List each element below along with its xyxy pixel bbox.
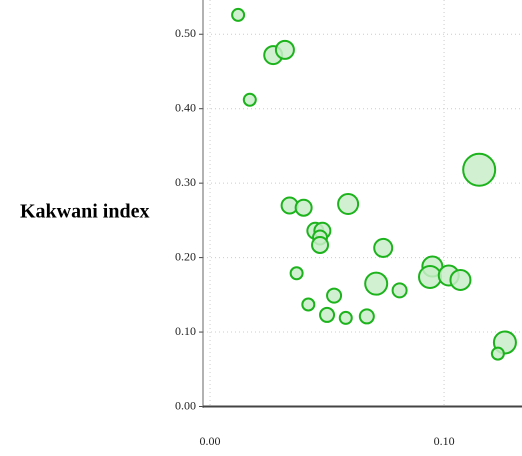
bubble — [462, 152, 497, 187]
bubble — [311, 235, 330, 254]
x-tick-label: 0.10 — [434, 434, 455, 448]
x-tick-label: 0.00 — [200, 434, 221, 448]
y-axis-label: Kakwani index — [20, 201, 149, 223]
bubble — [319, 306, 336, 323]
y-tick-label: 0.00 — [175, 398, 196, 412]
bubble — [231, 7, 246, 22]
bubble — [274, 39, 295, 60]
y-tick-label: 0.10 — [175, 324, 196, 338]
bubble — [242, 92, 257, 107]
bubble — [418, 264, 443, 289]
bubble — [326, 287, 343, 304]
bubble — [338, 310, 353, 325]
bubble — [449, 268, 472, 291]
bubble — [294, 198, 313, 217]
bubble — [391, 282, 408, 299]
bubble — [337, 193, 360, 215]
bubble — [358, 308, 375, 325]
bubble — [373, 237, 394, 258]
bubble — [289, 266, 304, 281]
y-tick-label: 0.20 — [175, 249, 196, 263]
y-tick-label: 0.50 — [175, 26, 196, 40]
bubble — [364, 271, 389, 296]
y-tick-label: 0.40 — [175, 100, 196, 114]
y-tick-label: 0.30 — [175, 175, 196, 189]
bubble — [301, 297, 316, 312]
bubble — [490, 346, 505, 361]
